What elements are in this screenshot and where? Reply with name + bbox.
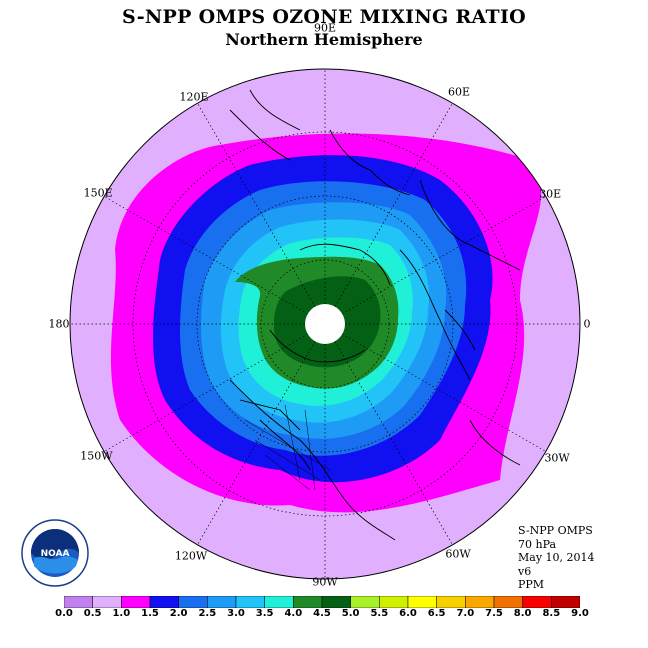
longitude-label: 0: [583, 317, 591, 331]
colorbar-tick-label: 6.0: [399, 608, 417, 619]
colorbar-tick-label: 3.5: [255, 608, 274, 619]
meridian-line: [342, 196, 547, 315]
longitude-label: 150W: [80, 449, 113, 463]
info-units: PPM: [518, 578, 545, 592]
longitude-label: 90W: [312, 575, 338, 589]
meridian-line: [103, 333, 308, 452]
longitude-label: 30E: [539, 187, 562, 201]
svg-text:NOAA: NOAA: [41, 549, 70, 559]
noaa-logo: NOAA: [20, 518, 90, 588]
colorbar-swatch: [551, 596, 580, 608]
longitude-label: 120W: [174, 549, 208, 563]
info-panel: S-NPP OMPS 70 hPa May 10, 2014 v6 PPM: [518, 524, 595, 592]
colorbar-tick-label: 0.0: [55, 608, 73, 619]
meridian-line: [342, 333, 547, 452]
colorbar-swatch: [407, 596, 437, 608]
state-boundaries: [244, 404, 331, 491]
colorbar-tick-label: 0.5: [83, 608, 102, 619]
colorbar: [64, 596, 580, 608]
colorbar-tick-label: 2.5: [198, 608, 217, 619]
info-instrument: S-NPP OMPS: [518, 524, 593, 537]
colorbar-swatch: [149, 596, 179, 608]
meridian-line: [334, 341, 453, 546]
colorbar-swatch: [436, 596, 466, 608]
colorbar-tick-label: 1.0: [112, 608, 131, 619]
info-level: 70 hPa: [518, 537, 557, 551]
colorbar-tick-label: 8.0: [513, 608, 532, 619]
colorbar-swatch: [321, 596, 351, 608]
map-border: [69, 68, 581, 580]
colorbar-tick-label: 8.5: [542, 608, 561, 619]
map-title: S-NPP OMPS OZONE MIXING RATIO: [121, 6, 527, 28]
colorbar-tick-label: 2.0: [169, 608, 188, 619]
pole-no-data: [305, 304, 345, 344]
colorbar-tick-label: 5.0: [341, 608, 360, 619]
colorbar-tick-label: 4.0: [284, 608, 303, 619]
info-version: v6: [518, 564, 532, 578]
colorbar-tick-label: 3.0: [227, 608, 245, 619]
longitude-label: 90E: [313, 21, 337, 35]
coastlines: [229, 89, 521, 541]
colorbar-swatch: [350, 596, 380, 608]
colorbar-tick-label: 5.5: [370, 608, 389, 619]
longitude-label: 180: [48, 317, 70, 331]
colorbar-swatch: [121, 596, 151, 608]
colorbar-swatch: [178, 596, 208, 608]
meridian-line: [197, 341, 316, 546]
colorbar-swatch: [493, 596, 523, 608]
colorbar-swatch: [235, 596, 265, 608]
colorbar-swatch: [92, 596, 122, 608]
colorbar-swatch: [379, 596, 409, 608]
longitude-label: 60W: [445, 547, 471, 561]
meridians: [70, 69, 580, 579]
colorbar-tick-label: 4.5: [313, 608, 331, 619]
colorbar-swatch: [293, 596, 323, 608]
info-date: May 10, 2014: [518, 551, 595, 565]
colorbar-tick-label: 1.5: [141, 608, 159, 619]
longitude-label: 150E: [83, 186, 113, 200]
meridian-line: [197, 102, 316, 307]
longitude-label: 60E: [447, 85, 471, 99]
colorbar-swatch: [465, 596, 495, 608]
colorbar-tick-label: 7.5: [485, 608, 503, 619]
colorbar-tick-label: 6.5: [427, 608, 446, 619]
colorbar-swatch: [64, 596, 93, 608]
meridian-line: [103, 196, 308, 315]
map-subtitle: Northern Hemisphere: [225, 30, 423, 49]
colorbar-swatch: [522, 596, 552, 608]
colorbar-swatch: [264, 596, 294, 608]
longitude-label: 30W: [544, 451, 570, 465]
longitude-label: 120E: [179, 90, 209, 104]
colorbar-swatch: [207, 596, 237, 608]
meridian-line: [334, 102, 453, 307]
colorbar-tick-label: 9.0: [571, 608, 589, 619]
colorbar-tick-label: 7.0: [456, 608, 475, 619]
